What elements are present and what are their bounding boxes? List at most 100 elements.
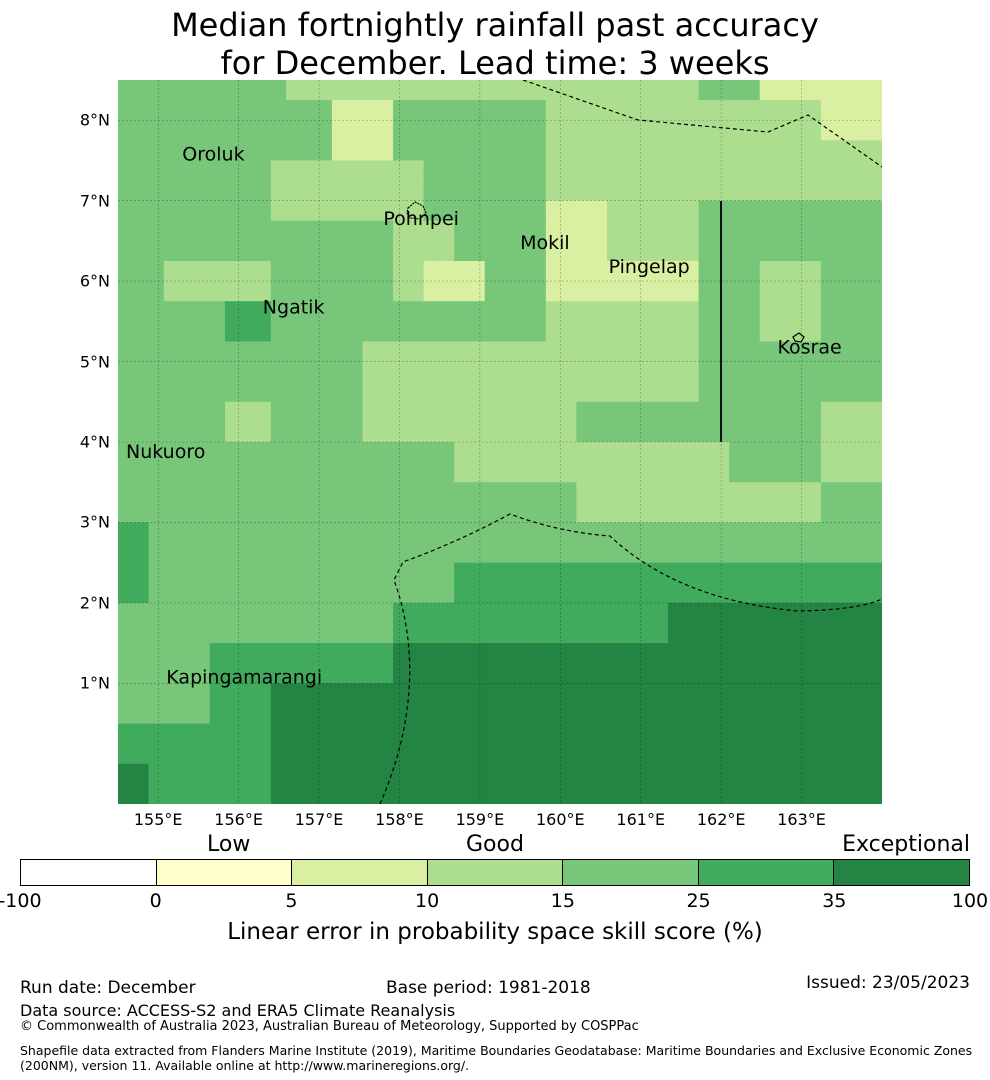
grid-cell — [836, 80, 853, 101]
grid-cell — [713, 522, 730, 544]
grid-cell — [790, 421, 807, 443]
grid-cell — [759, 482, 776, 503]
skill-map: Oroluk Pohnpei Mokil Pingelap Ngatik Kosrae Nu… — [118, 80, 882, 804]
grid-cell — [591, 743, 608, 765]
grid-cell — [286, 80, 302, 101]
grid-cell — [683, 683, 700, 705]
grid-cell — [622, 80, 639, 101]
colorbar-segment — [292, 860, 428, 885]
grid-cell — [209, 401, 226, 423]
grid-cell — [224, 482, 241, 503]
grid-cell — [301, 783, 318, 804]
grid-cell — [561, 301, 577, 322]
grid-cell — [652, 401, 669, 423]
grid-cell — [270, 361, 287, 383]
grid-cell — [270, 281, 287, 302]
grid-cell — [637, 381, 654, 403]
grid-cell — [683, 160, 700, 182]
grid-cell — [179, 361, 195, 383]
grid-cell — [591, 120, 608, 141]
grid-cell — [500, 582, 516, 604]
grid-cell — [713, 542, 730, 564]
grid-cell — [515, 703, 532, 725]
grid-cell — [545, 220, 562, 242]
grid-cell — [438, 341, 455, 363]
grid-cell — [194, 321, 211, 343]
grid-cell — [484, 80, 501, 101]
grid-cell — [500, 361, 516, 383]
grid-cell — [133, 623, 150, 644]
grid-cell — [469, 401, 486, 423]
grid-cell — [423, 281, 440, 302]
grid-cell — [668, 663, 684, 684]
grid-cell — [851, 663, 868, 684]
grid-cell — [133, 542, 150, 564]
data-source: Data source: ACCESS-S2 and ERA5 Climate … — [20, 1001, 456, 1020]
grid-cell — [545, 462, 562, 483]
grid-cell — [729, 301, 746, 322]
shapefile-credit-line-1: Shapefile data extracted from Flanders M… — [20, 1043, 973, 1058]
grid-cell — [744, 743, 761, 765]
grid-cell — [652, 522, 669, 544]
grid-cell — [545, 180, 562, 202]
grid-cell — [698, 421, 715, 443]
grid-cell — [744, 663, 761, 684]
grid-cell — [393, 160, 409, 182]
grid-cell — [316, 281, 333, 302]
grid-cell — [668, 763, 684, 785]
grid-cell — [606, 783, 623, 804]
grid-cell — [270, 442, 287, 463]
grid-cell — [759, 643, 776, 664]
grid-cell — [545, 160, 562, 182]
grid-cell — [775, 180, 791, 202]
grid-cell — [270, 100, 287, 121]
grid-cell — [438, 763, 455, 785]
grid-cell — [576, 442, 593, 463]
grid-cell — [484, 321, 501, 343]
grid-cell — [240, 341, 257, 363]
grid-cell — [820, 623, 837, 644]
grid-cell — [591, 763, 608, 785]
grid-cell — [729, 200, 746, 222]
grid-cell — [561, 160, 577, 182]
grid-cell — [545, 442, 562, 463]
grid-cell — [545, 723, 562, 745]
grid-cell — [836, 522, 853, 544]
grid-cell — [545, 482, 562, 503]
lat-tick-label: 5°N — [79, 352, 110, 372]
grid-cell — [133, 582, 150, 604]
grid-cell — [729, 180, 746, 202]
grid-cell — [622, 562, 639, 584]
grid-cell — [301, 281, 318, 302]
grid-cell — [179, 542, 195, 564]
grid-cell — [270, 623, 287, 644]
grid-cell — [240, 723, 257, 745]
grid-cell — [561, 421, 577, 443]
grid-cell — [820, 80, 837, 101]
grid-cell — [224, 301, 241, 322]
grid-cell — [561, 763, 577, 785]
grid-cell — [576, 401, 593, 423]
grid-cell — [591, 200, 608, 222]
grid-cell — [362, 442, 379, 463]
grid-cell — [866, 442, 882, 463]
grid-cell — [866, 281, 882, 302]
grid-cell — [209, 723, 226, 745]
place-label-oroluk: Oroluk — [182, 143, 244, 165]
grid-cell — [362, 482, 379, 503]
grid-cell — [133, 522, 150, 544]
grid-cell — [866, 623, 882, 644]
grid-cell — [331, 763, 348, 785]
grid-cell — [729, 140, 746, 162]
grid-cell — [637, 240, 654, 262]
grid-cell — [240, 623, 257, 644]
grid-cell — [255, 582, 272, 604]
grid-cell — [820, 482, 837, 503]
grid-cell — [713, 663, 730, 684]
grid-cell — [652, 462, 669, 483]
grid-cell — [331, 462, 348, 483]
grid-cell — [790, 582, 807, 604]
grid-cell — [866, 502, 882, 524]
grid-cell — [866, 643, 882, 664]
grid-cell — [744, 100, 761, 121]
